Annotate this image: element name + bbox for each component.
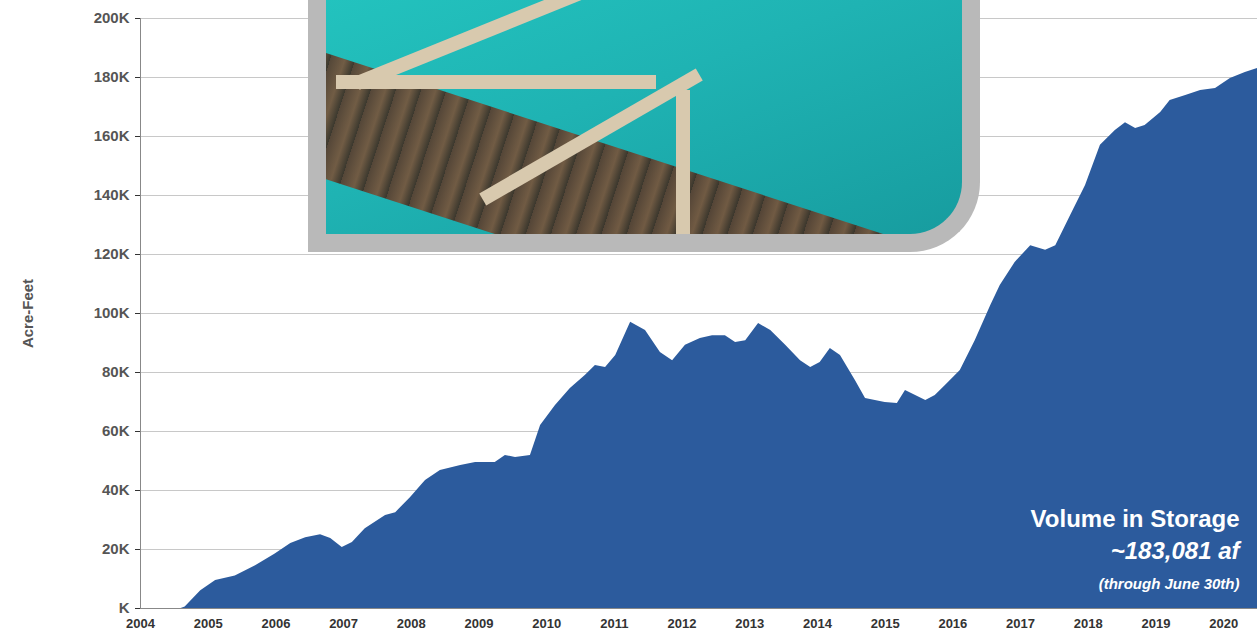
svg-text:160K: 160K [94,127,130,144]
svg-text:2013: 2013 [735,616,764,631]
svg-text:20K: 20K [102,540,130,557]
svg-text:180K: 180K [94,68,130,85]
svg-text:2020: 2020 [1209,616,1238,631]
svg-text:60K: 60K [102,422,130,439]
svg-text:2019: 2019 [1141,616,1170,631]
svg-text:2014: 2014 [803,616,833,631]
svg-text:40K: 40K [102,481,130,498]
svg-text:2012: 2012 [668,616,697,631]
svg-text:2011: 2011 [600,616,628,631]
svg-text:120K: 120K [94,245,130,262]
svg-text:2016: 2016 [938,616,967,631]
svg-text:80K: 80K [102,363,130,380]
svg-text:2017: 2017 [1006,616,1035,631]
svg-text:2008: 2008 [397,616,426,631]
svg-text:100K: 100K [94,304,130,321]
svg-text:140K: 140K [94,186,130,203]
svg-text:2005: 2005 [194,616,223,631]
svg-text:2010: 2010 [532,616,561,631]
svg-text:2009: 2009 [465,616,494,631]
svg-text:2006: 2006 [261,616,290,631]
svg-text:~183,081 af: ~183,081 af [1111,537,1242,564]
svg-text:200K: 200K [94,9,130,26]
svg-text:2015: 2015 [871,616,900,631]
svg-text:K: K [119,599,130,616]
svg-text:2018: 2018 [1074,616,1103,631]
svg-text:Volume in Storage: Volume in Storage [1031,505,1240,532]
svg-text:2007: 2007 [329,616,358,631]
svg-text:(through June 30th): (through June 30th) [1099,575,1240,592]
svg-text:2004: 2004 [126,616,156,631]
svg-text:Acre-Feet: Acre-Feet [19,279,36,348]
